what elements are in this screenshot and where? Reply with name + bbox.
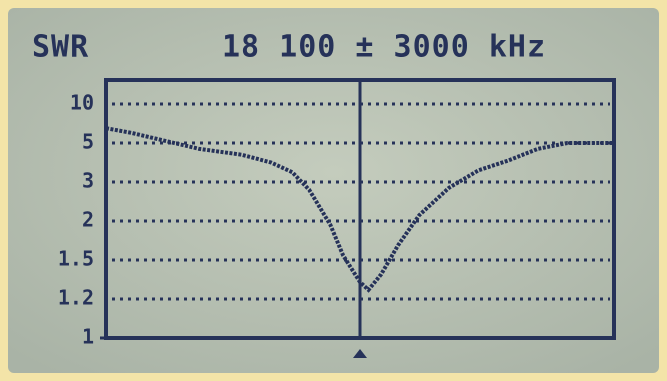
chart: SWR 18 100 ± 3000 kHz 1 1.2 1.5 2 3 5 10	[0, 0, 667, 381]
y-tick-label: 10	[70, 91, 94, 115]
y-tick-label: 1.2	[58, 286, 94, 310]
chart-title: SWR	[32, 30, 89, 65]
y-tick-label: 1.5	[58, 247, 94, 271]
y-tick-label: 5	[82, 130, 94, 154]
y-tick-label: 3	[82, 169, 94, 193]
page: {"chart_data": { "type": "line", "title"…	[0, 0, 667, 381]
y-tick-label: 2	[82, 208, 94, 232]
y-tick-label: 1	[82, 325, 94, 349]
chart-subtitle: 18 100 ± 3000 kHz	[222, 30, 546, 65]
